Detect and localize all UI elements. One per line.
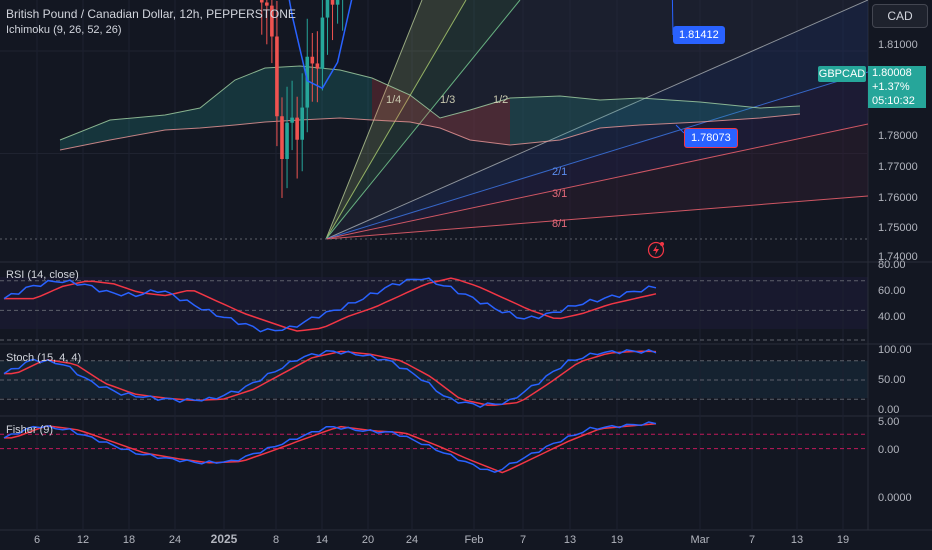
- ichimoku-cloud-bull: [60, 66, 372, 150]
- senkou-a-line: [59, 65, 801, 141]
- time-tick-3: 24: [169, 534, 181, 546]
- fan-ray-0: [325, 0, 423, 240]
- rsi-tick-0: 80.00: [878, 259, 906, 271]
- price-tick-6: 1.75000: [878, 222, 918, 234]
- fan-ray-5: [325, 123, 868, 240]
- price-tick-5: 1.76000: [878, 192, 918, 204]
- stoch-main-line: [3, 348, 657, 409]
- rsi-tick-1: 60.00: [878, 285, 906, 297]
- time-tick-4: 2025: [211, 532, 238, 546]
- icon-layer: [647, 241, 665, 259]
- stoch-signal-line: [4, 350, 657, 406]
- time-tick-11: 13: [564, 534, 576, 546]
- time-tick-10: 7: [520, 534, 526, 546]
- fan-ray-4: [325, 71, 868, 240]
- price-tick-4: 1.77000: [878, 161, 918, 173]
- price-tick-7: 1.74000: [878, 251, 918, 263]
- rsi-main-line: [3, 277, 657, 333]
- last-price: 1.80008: [872, 67, 912, 79]
- time-tick-9: Feb: [465, 534, 484, 546]
- symbol-title: British Pound / Canadian Dollar, 12h, PE…: [6, 7, 296, 21]
- time-tick-16: 19: [837, 534, 849, 546]
- time-tick-8: 24: [406, 534, 418, 546]
- fan-ray-2: [325, 0, 521, 240]
- annotation-label-low[interactable]: 1.78073: [684, 128, 738, 148]
- currency-selector[interactable]: CAD: [872, 4, 928, 28]
- candle-body-55: [280, 116, 284, 160]
- candle-body-59: [300, 107, 305, 140]
- plot-layer: [0, 0, 868, 474]
- candle-body-53: [270, 5, 274, 37]
- fisher-tick-2: 0.0000: [878, 492, 912, 504]
- time-tick-5: 8: [273, 534, 279, 546]
- price-tick-3: 1.78000: [878, 130, 918, 142]
- senkou-b-line: [59, 113, 801, 151]
- fan-label-1-4: 1/4: [386, 94, 402, 106]
- fisher-main-line: [3, 421, 657, 474]
- fan-label-2-1: 2/1: [552, 166, 568, 178]
- time-tick-6: 14: [316, 534, 328, 546]
- fan-label-8-1: 8/1: [552, 218, 568, 230]
- time-tick-1: 12: [77, 534, 89, 546]
- fan-label-3-1: 3/1: [552, 188, 568, 200]
- fisher-signal-line: [4, 422, 657, 474]
- candle-body-51: [259, 0, 264, 3]
- fan-label-1-2: 1/2: [493, 94, 509, 106]
- time-tick-7: 20: [362, 534, 374, 546]
- rsi-band-fill: [0, 277, 868, 329]
- time-tick-15: 13: [791, 534, 803, 546]
- candle-body-64: [325, 0, 330, 18]
- candle-body-66: [335, 0, 340, 5]
- time-tick-14: 7: [749, 534, 755, 546]
- ichimoku-label[interactable]: Ichimoku (9, 26, 52, 26): [6, 24, 122, 36]
- candle-body-54: [275, 36, 279, 117]
- time-tick-13: Mar: [691, 534, 710, 546]
- symbol-tag: GBPCAD: [818, 66, 866, 82]
- candle-body-52: [265, 2, 269, 6]
- rsi-label[interactable]: RSI (14, close): [6, 269, 79, 281]
- time-tick-12: 19: [611, 534, 623, 546]
- candle-body-60: [305, 56, 310, 108]
- time-tick-2: 18: [123, 534, 135, 546]
- fisher-tick-1: 0.00: [878, 444, 899, 456]
- candle-body-61: [310, 56, 315, 64]
- fan-ray-3: [325, 0, 868, 240]
- stoch-tick-2: 0.00: [878, 404, 899, 416]
- last-price-box: 1.80008 +1.37% 05:10:32: [868, 66, 926, 108]
- candle-body-63: [320, 17, 325, 69]
- stoch-tick-0: 100.00: [878, 344, 912, 356]
- ichimoku-cloud-bear: [372, 78, 510, 145]
- annotation-line-low: [675, 124, 685, 134]
- fan-ray-6: [325, 195, 868, 240]
- rsi-tick-2: 40.00: [878, 311, 906, 323]
- candle-body-57: [290, 117, 294, 123]
- annotation-label-high[interactable]: 1.81412: [673, 26, 725, 44]
- fisher-label[interactable]: Fisher (9): [6, 424, 54, 436]
- lightning-icon: [647, 241, 665, 259]
- change-percent: +1.37%: [872, 81, 910, 93]
- stoch-tick-1: 50.00: [878, 374, 906, 386]
- fisher-tick-0: 5.00: [878, 416, 899, 428]
- fan-label-1-3: 1/3: [440, 94, 456, 106]
- bar-countdown: 05:10:32: [872, 95, 915, 107]
- fan-ray-1: [325, 0, 467, 240]
- tenkan-line: [288, 0, 353, 90]
- price-tick-0: 1.81000: [878, 39, 918, 51]
- candle-body-65: [330, 0, 335, 5]
- candle-body-62: [315, 63, 320, 69]
- time-tick-0: 6: [34, 534, 40, 546]
- rsi-signal-line: [4, 277, 657, 332]
- candle-body-58: [295, 117, 299, 140]
- stoch-label[interactable]: Stoch (15, 4, 4): [6, 352, 82, 364]
- candle-body-56: [285, 122, 289, 160]
